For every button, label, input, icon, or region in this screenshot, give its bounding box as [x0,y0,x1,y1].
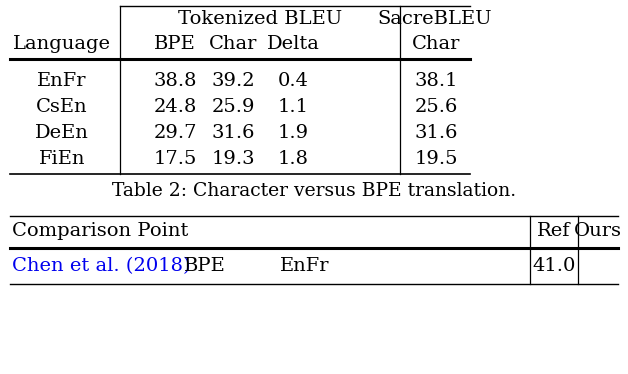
Text: Char: Char [412,35,460,53]
Text: 31.6: 31.6 [414,124,458,142]
Text: 1.9: 1.9 [278,124,308,142]
Text: EnFr: EnFr [280,257,330,275]
Text: FiEn: FiEn [39,150,85,168]
Text: 17.5: 17.5 [153,150,197,168]
Text: 0.4: 0.4 [278,72,308,90]
Text: 1.8: 1.8 [278,150,308,168]
Text: Delta: Delta [266,35,320,53]
Text: DeEn: DeEn [35,124,89,142]
Text: CsEn: CsEn [36,98,88,116]
Text: 24.8: 24.8 [153,98,197,116]
Text: 19.3: 19.3 [211,150,255,168]
Text: Chen et al. (2018): Chen et al. (2018) [12,257,190,275]
Text: 41.0: 41.0 [533,257,576,275]
Text: Table 2: Character versus BPE translation.: Table 2: Character versus BPE translatio… [112,182,516,200]
Text: 1.1: 1.1 [278,98,308,116]
Text: SacreBLEU: SacreBLEU [378,10,492,28]
Text: EnFr: EnFr [37,72,87,90]
Text: 38.8: 38.8 [153,72,197,90]
Text: Language: Language [13,35,111,53]
Text: BPE: BPE [184,257,226,275]
Text: 25.9: 25.9 [211,98,255,116]
Text: 39.2: 39.2 [211,72,255,90]
Text: 25.6: 25.6 [414,98,458,116]
Text: Char: Char [209,35,257,53]
Text: Ours: Ours [574,222,622,240]
Text: 19.5: 19.5 [414,150,458,168]
Text: 31.6: 31.6 [211,124,255,142]
Text: 29.7: 29.7 [153,124,197,142]
Text: Ref: Ref [537,222,571,240]
Text: Comparison Point: Comparison Point [12,222,188,240]
Text: Tokenized BLEU: Tokenized BLEU [178,10,342,28]
Text: 38.1: 38.1 [414,72,458,90]
Text: BPE: BPE [154,35,196,53]
